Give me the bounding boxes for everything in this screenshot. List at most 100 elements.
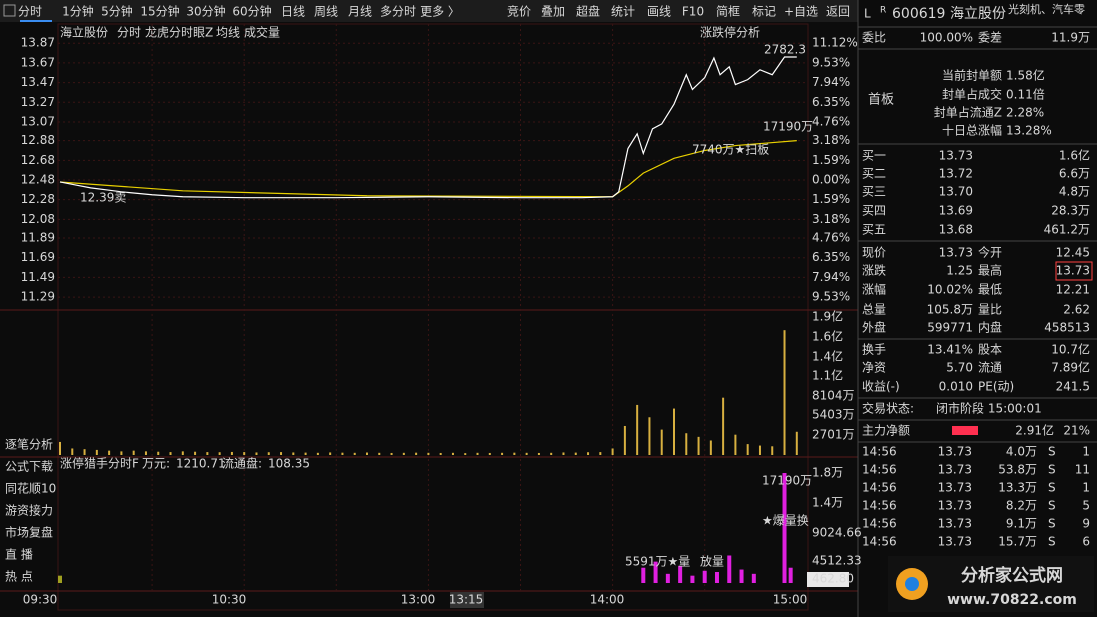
tab[interactable]: 5分钟 xyxy=(101,4,133,19)
label: 13.73 xyxy=(938,463,972,477)
button[interactable]: 叠加 xyxy=(541,5,565,19)
label: 收益(-) xyxy=(862,380,900,394)
label: 涨跌停分析 xyxy=(700,25,760,40)
y-tick-label: 12.88 xyxy=(21,133,55,147)
button[interactable]: 简框 xyxy=(716,5,740,19)
volume-bar xyxy=(562,452,565,455)
button[interactable]: 返回 xyxy=(826,5,850,19)
volume-bar xyxy=(206,452,209,455)
button[interactable]: 直 播 xyxy=(5,548,33,562)
y-tick-label: 11.89 xyxy=(21,231,55,245)
tab[interactable]: 1分钟 xyxy=(62,4,94,19)
button[interactable]: 市场复盘 xyxy=(5,525,53,540)
label: 14:56 xyxy=(862,463,897,477)
tab[interactable]: 30分钟 xyxy=(186,4,225,19)
label: 十日总涨幅 xyxy=(942,123,1002,138)
button[interactable]: 标记 xyxy=(752,5,776,19)
volume-bar xyxy=(476,452,479,455)
volume-bar xyxy=(636,404,639,455)
label: 7740万★扫板 xyxy=(692,143,769,157)
label: 12.39卖 xyxy=(80,191,126,205)
label: 买一 xyxy=(862,149,886,163)
label: 8.2万 xyxy=(1006,499,1037,513)
volume-bar xyxy=(574,452,577,455)
volume-bar xyxy=(415,452,418,455)
y2-tick-label: 11.12% xyxy=(812,36,858,50)
x-tick-label: 10:30 xyxy=(212,593,247,607)
button[interactable]: 统计 xyxy=(611,5,635,19)
button[interactable]: 同花顺10 xyxy=(5,481,56,496)
button[interactable]: 热 点 xyxy=(5,570,33,584)
y-tick-label: 12.08 xyxy=(21,212,55,226)
label: 13.68 xyxy=(939,223,973,237)
volume-bar xyxy=(673,408,675,455)
tab[interactable]: 日线 xyxy=(281,5,305,19)
tab[interactable]: 60分钟 xyxy=(232,4,271,19)
label: 放量 xyxy=(700,554,724,569)
tab[interactable]: 15分钟 xyxy=(140,4,179,19)
label: 13.73 xyxy=(938,445,972,459)
label: 4.0万 xyxy=(1006,445,1037,459)
button[interactable]: 超盘 xyxy=(576,4,600,19)
y2-tick-label: 1.59% xyxy=(812,192,850,206)
label: 13.73 xyxy=(938,481,972,495)
button[interactable]: 画线 xyxy=(647,5,671,19)
button[interactable]: 竞价 xyxy=(507,5,531,19)
label: 流通 xyxy=(978,361,1002,375)
tab[interactable]: 分时 xyxy=(18,5,42,19)
label: 14:56 xyxy=(862,535,897,549)
volume-bar xyxy=(746,444,749,455)
label: 5591万★量 xyxy=(625,555,690,569)
label: 海立股份 xyxy=(60,25,108,40)
label: 当前封单额 xyxy=(942,68,1002,83)
volume-bar xyxy=(758,445,761,455)
button[interactable]: 逐笔分析 xyxy=(5,437,53,452)
tab[interactable]: 周线 xyxy=(314,5,338,19)
label: 599771 xyxy=(927,321,973,335)
y2-tick-label: 9.53% xyxy=(812,290,850,304)
sub-bar xyxy=(739,569,744,583)
x-tick-label: 13:00 xyxy=(401,593,436,607)
sub-tick-label: 462.80 xyxy=(812,572,854,586)
volume-bar xyxy=(120,451,123,455)
label: 今开 xyxy=(978,245,1002,260)
sub-bar xyxy=(751,573,756,583)
label: 1.58亿 xyxy=(1006,68,1045,83)
button[interactable]: 公式下载 xyxy=(5,460,53,474)
label: 股本 xyxy=(978,343,1002,357)
label: 13.73 xyxy=(938,499,972,513)
volume-bar xyxy=(95,449,98,455)
volume-tick-label: 1.1亿 xyxy=(812,368,843,383)
volume-bar xyxy=(390,452,393,455)
volume-bar xyxy=(243,452,246,455)
y2-tick-label: 0.00% xyxy=(812,173,850,187)
button[interactable]: 游资接力 xyxy=(5,503,53,518)
tab[interactable]: 更多 〉 xyxy=(420,5,460,19)
label: S xyxy=(1048,535,1056,549)
label: 13.73 xyxy=(938,535,972,549)
label: 9 xyxy=(1082,517,1090,531)
sub-tick-label: 1.8万 xyxy=(812,466,843,480)
sub-bar xyxy=(58,575,62,583)
y-tick-label: 13.67 xyxy=(21,55,55,69)
label: 13.73 xyxy=(939,246,973,260)
sub-bar xyxy=(702,570,707,583)
volume-bar xyxy=(550,452,553,455)
sub-bar xyxy=(665,573,670,583)
volume-bar xyxy=(194,451,197,455)
button[interactable]: F10 xyxy=(682,5,704,19)
y2-tick-label: 3.18% xyxy=(812,212,850,226)
volume-bar xyxy=(513,452,516,455)
volume-bar xyxy=(230,451,233,455)
volume-tick-label: 5403万 xyxy=(812,408,855,422)
y-tick-label: 13.47 xyxy=(21,75,55,89)
tab[interactable]: 月线 xyxy=(348,5,372,19)
button[interactable]: +自选 xyxy=(784,5,818,19)
volume-bar xyxy=(83,449,86,455)
x-tick-label: 15:00 xyxy=(773,593,808,607)
volume-bar xyxy=(722,397,725,455)
tab[interactable]: 多分时 xyxy=(380,5,416,19)
volume-bar xyxy=(218,452,221,455)
label: 现价 xyxy=(862,246,886,260)
label: 最高 xyxy=(978,263,1002,278)
